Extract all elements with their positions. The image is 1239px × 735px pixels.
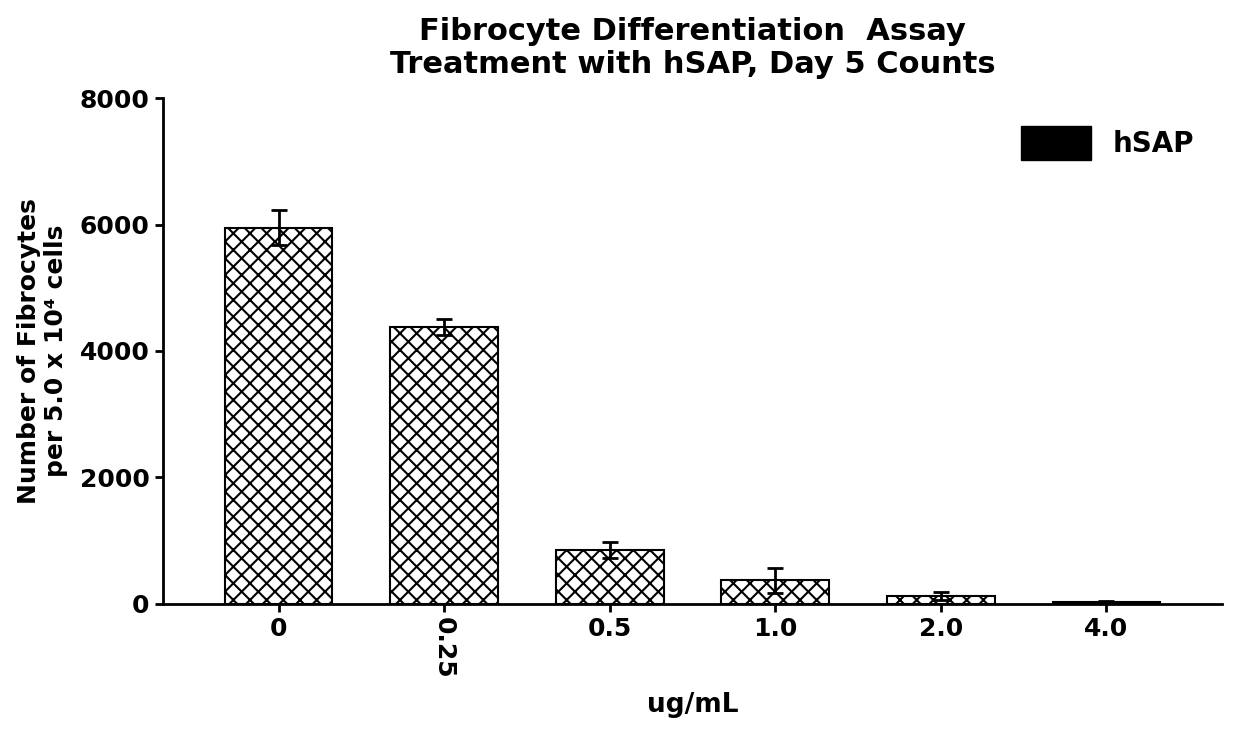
Bar [556, 550, 664, 603]
Title: Fibrocyte Differentiation  Assay
Treatment with hSAP, Day 5 Counts: Fibrocyte Differentiation Assay Treatmen… [390, 17, 995, 79]
Bar [887, 596, 995, 603]
Bar [224, 228, 332, 603]
Bar [390, 327, 498, 603]
X-axis label: ug/mL: ug/mL [647, 692, 738, 718]
Y-axis label: Number of Fibrocytes
per 5.0 x 10⁴ cells: Number of Fibrocytes per 5.0 x 10⁴ cells [16, 198, 68, 504]
Legend: hSAP: hSAP [1007, 112, 1208, 173]
Bar [721, 580, 829, 603]
